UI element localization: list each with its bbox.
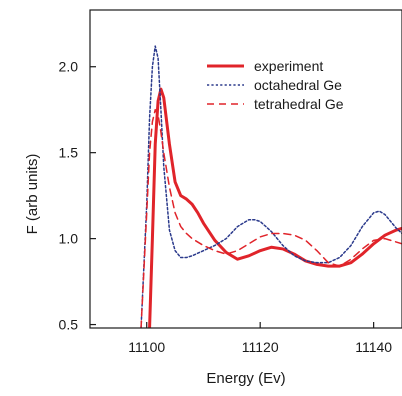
legend-label: tetrahedral Ge (254, 96, 344, 112)
y-tick-label: 2.0 (59, 59, 79, 75)
x-tick-label: 11140 (355, 339, 392, 355)
legend-label: octahedral Ge (254, 77, 342, 93)
series-line-octahedral-ge (140, 45, 402, 328)
x-tick-label: 11120 (242, 339, 279, 355)
x-axis-title: Energy (Ev) (206, 370, 285, 387)
y-tick-label: 1.5 (59, 145, 79, 161)
legend-label: experiment (254, 58, 323, 74)
axes: 0.5 1.0 1.5 2.0 11100 11120 11140 (59, 9, 402, 355)
y-axis-title: F (arb units) (24, 154, 41, 235)
legend: experiment octahedral Ge tetrahedral Ge (207, 58, 344, 112)
series-line-experiment (148, 87, 402, 328)
series-line-tetrahedral-ge (140, 108, 402, 328)
y-tick-label: 0.5 (59, 317, 79, 333)
plot-area (140, 45, 402, 328)
plot-frame (89, 9, 402, 329)
x-tick-label: 11100 (128, 339, 165, 355)
y-tick-label: 1.0 (59, 231, 79, 247)
